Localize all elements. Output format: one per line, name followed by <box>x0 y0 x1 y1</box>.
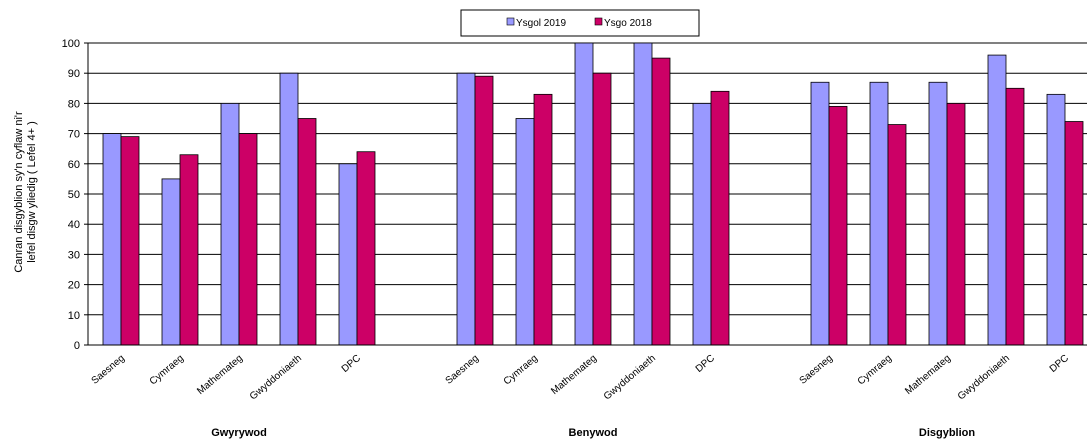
bar <box>179 154 199 346</box>
legend-label: Ysgol 2019 <box>516 18 566 29</box>
bar <box>1064 121 1084 346</box>
y-tick-label: 30 <box>68 249 80 261</box>
x-tick-label: Cymraeg <box>856 353 894 388</box>
bar <box>456 72 476 346</box>
group-label: Gwyrywod <box>211 427 267 439</box>
y-tick-label: 90 <box>68 68 80 80</box>
x-tick-label: Saesneg <box>798 353 835 387</box>
legend-label: Ysgo 2018 <box>604 18 652 29</box>
x-tick-label: Saesneg <box>90 353 127 387</box>
bar <box>592 72 612 346</box>
bar <box>710 90 730 346</box>
bar <box>692 103 712 346</box>
bar <box>356 151 376 346</box>
bar <box>297 118 317 346</box>
x-tick-label: Gwyddoniaeth <box>956 353 1012 403</box>
bar <box>238 133 258 346</box>
x-tick-label: DPC <box>1048 353 1071 375</box>
bar <box>120 136 140 346</box>
x-tick-label: Mathemateg <box>549 353 599 397</box>
x-tick-label: Gwyddoniaeth <box>248 353 304 403</box>
y-tick-label: 0 <box>74 340 80 352</box>
y-tick-label: 70 <box>68 129 80 141</box>
bar <box>810 81 830 346</box>
y-tick-label: 10 <box>68 310 80 322</box>
bar <box>1046 93 1066 346</box>
y-tick-label: 60 <box>68 159 80 171</box>
bar <box>338 163 358 346</box>
bar <box>533 93 553 346</box>
group-label: Benywod <box>569 427 618 439</box>
bar <box>887 124 907 346</box>
bar <box>574 42 594 346</box>
x-tick-label: DPC <box>694 353 717 375</box>
bar <box>161 178 181 346</box>
bar <box>651 57 671 346</box>
bar <box>220 103 240 346</box>
bar <box>987 54 1007 346</box>
bar <box>869 81 889 346</box>
bar <box>474 75 494 346</box>
x-tick-label: Cymraeg <box>502 353 540 388</box>
bar <box>515 118 535 346</box>
group-label: Disgyblion <box>919 427 976 439</box>
y-tick-label: 100 <box>62 38 80 50</box>
bar <box>633 42 653 346</box>
x-tick-label: Mathemateg <box>903 353 953 397</box>
bar <box>928 81 948 346</box>
y-axis-title-line-2: lefel disgw yliedig ( Lefel 4+ ) <box>26 121 38 263</box>
bar <box>102 133 122 346</box>
y-tick-label: 20 <box>68 280 80 292</box>
x-tick-label: DPC <box>340 353 363 375</box>
bar <box>828 106 848 346</box>
bar <box>279 72 299 346</box>
x-tick-label: Cymraeg <box>148 353 186 388</box>
y-tick-label: 80 <box>68 98 80 110</box>
legend-swatch <box>594 17 603 26</box>
bar <box>1005 87 1025 346</box>
y-axis-title-line-1: Canran disgyblion sy'n cyflaw ni'r <box>13 111 25 273</box>
x-tick-label: Mathemateg <box>195 353 245 397</box>
y-tick-label: 50 <box>68 189 80 201</box>
y-tick-label: 40 <box>68 219 80 231</box>
x-tick-label: Gwyddoniaeth <box>602 353 658 403</box>
bar <box>946 103 966 346</box>
x-tick-label: Saesneg <box>444 353 481 387</box>
legend-box <box>460 9 700 37</box>
legend-swatch <box>506 17 515 26</box>
